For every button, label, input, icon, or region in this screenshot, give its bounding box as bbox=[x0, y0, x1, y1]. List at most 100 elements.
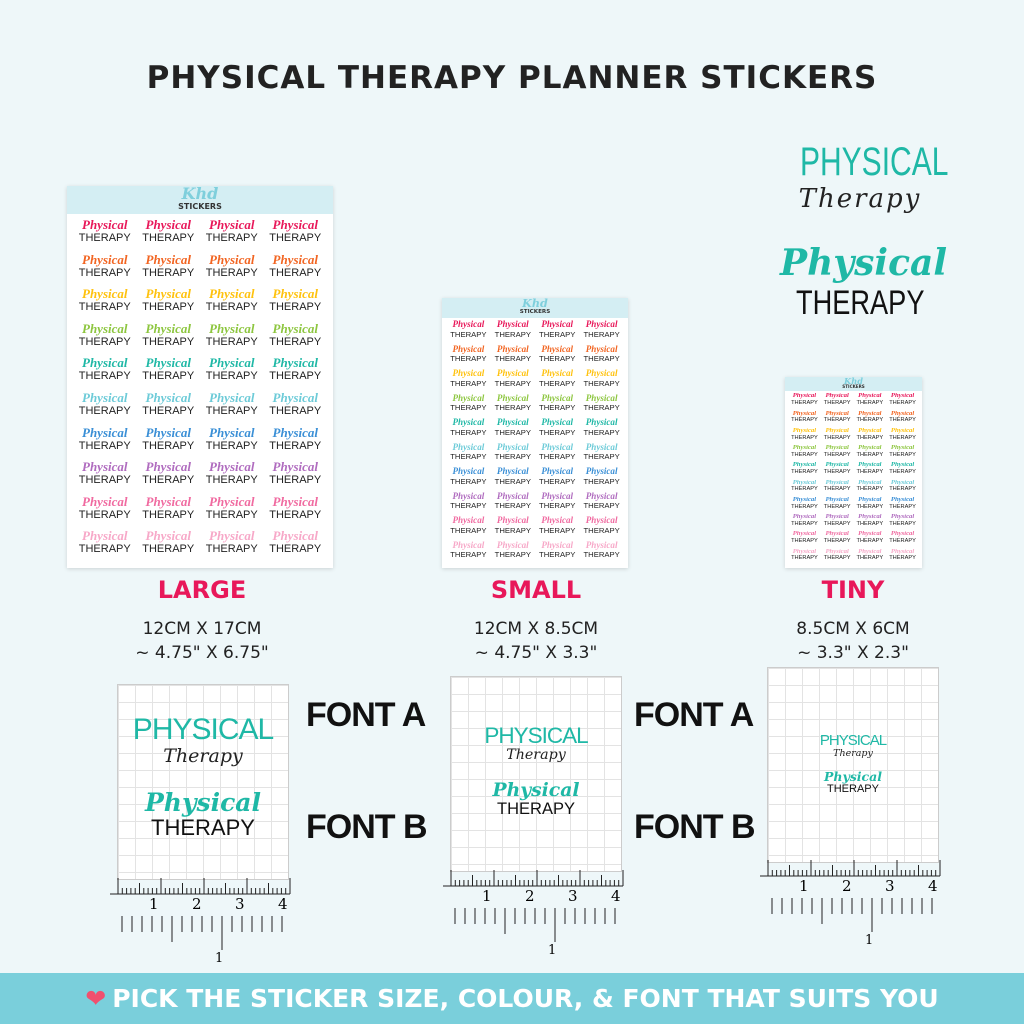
sticker-line1: Physical bbox=[825, 445, 849, 452]
sticker: Physical THERAPY bbox=[788, 462, 821, 479]
sticker: Physical THERAPY bbox=[886, 411, 919, 428]
sticker: Physical THERAPY bbox=[535, 345, 579, 369]
sticker-line1: Physical bbox=[209, 252, 255, 267]
grid-preview-small: PHYSICAL Therapy Physical THERAPY bbox=[450, 676, 622, 872]
sticker-line1: Physical bbox=[541, 516, 574, 526]
sticker-line2: THERAPY bbox=[539, 452, 576, 462]
sticker: Physical THERAPY bbox=[854, 393, 887, 410]
sticker-line1: Physical bbox=[585, 516, 618, 526]
sticker-line1: Physical bbox=[272, 252, 319, 267]
ruler-inch-label: 4 bbox=[278, 895, 288, 913]
sticker-line2: THERAPY bbox=[539, 329, 576, 339]
sticker: Physical THERAPY bbox=[491, 394, 535, 418]
sticker: Physical THERAPY bbox=[788, 497, 821, 514]
sticker: Physical THERAPY bbox=[535, 320, 579, 344]
sticker: Physical THERAPY bbox=[579, 320, 623, 344]
ruler-tiny: 1 2 3 4 1 bbox=[760, 860, 941, 948]
sticker-line2: THERAPY bbox=[791, 451, 818, 458]
sticker-line2: THERAPY bbox=[269, 508, 322, 521]
sticker-line2: THERAPY bbox=[583, 501, 620, 511]
sticker-line1: Physical bbox=[82, 494, 128, 509]
sticker-line2: THERAPY bbox=[450, 452, 487, 462]
sticker-line1: Physical bbox=[209, 460, 255, 475]
sticker-line1: Physical bbox=[452, 393, 485, 403]
sticker-line1: Physical bbox=[890, 548, 915, 555]
sticker-line2: THERAPY bbox=[539, 354, 576, 364]
sticker: Physical THERAPY bbox=[200, 356, 264, 391]
example-font-b: Physical THERAPY bbox=[780, 242, 947, 323]
ruler-large: 1 2 3 4 1 bbox=[110, 878, 291, 966]
sticker: Physical THERAPY bbox=[886, 514, 919, 531]
sticker-line2: THERAPY bbox=[78, 404, 131, 417]
sticker: Physical THERAPY bbox=[446, 467, 490, 491]
sticker-line1: Physical bbox=[452, 344, 485, 354]
sticker: Physical THERAPY bbox=[446, 516, 490, 540]
sticker-line2: THERAPY bbox=[856, 451, 884, 458]
sticker: Physical THERAPY bbox=[137, 356, 201, 391]
sticker-line2: THERAPY bbox=[791, 555, 818, 562]
sticker-line2: THERAPY bbox=[269, 404, 322, 417]
sticker-line2: THERAPY bbox=[142, 266, 195, 279]
sticker-line2: THERAPY bbox=[823, 400, 851, 407]
sticker-line1: Physical bbox=[890, 427, 915, 434]
sticker-line1: Physical bbox=[541, 491, 574, 501]
sticker-line1: Physical bbox=[890, 462, 915, 469]
sticker-grid: Physical THERAPY Physical THERAPY Physical TH… bbox=[67, 214, 333, 568]
sticker-line2: THERAPY bbox=[450, 501, 487, 511]
sticker-line2: THERAPY bbox=[205, 508, 258, 521]
sticker-line1: Physical bbox=[209, 287, 255, 302]
sticker-line2: THERAPY bbox=[856, 538, 884, 545]
sticker-line2: THERAPY bbox=[450, 378, 487, 388]
sticker-line1: Physical bbox=[858, 410, 882, 417]
ruler-inch-label: 1 bbox=[482, 887, 492, 905]
sticker-line1: Physical bbox=[452, 540, 485, 550]
sticker: Physical THERAPY bbox=[886, 462, 919, 479]
sticker-line1: Physical bbox=[452, 369, 485, 379]
sticker-line1: Physical bbox=[541, 467, 574, 477]
sticker-line1: Physical bbox=[825, 479, 849, 486]
sticker-line1: Physical bbox=[452, 516, 485, 526]
sticker: Physical THERAPY bbox=[579, 467, 623, 491]
sticker: Physical THERAPY bbox=[854, 445, 887, 462]
sticker: Physical THERAPY bbox=[535, 418, 579, 442]
sticker-line2: THERAPY bbox=[889, 538, 916, 545]
sticker-line2: THERAPY bbox=[889, 469, 916, 476]
sticker: Physical THERAPY bbox=[200, 460, 264, 495]
preview-font-a: PHYSICAL Therapy bbox=[820, 733, 887, 759]
sticker-line1: Physical bbox=[792, 514, 817, 521]
sticker-line1: Physical bbox=[452, 442, 485, 452]
sticker: Physical THERAPY bbox=[854, 514, 887, 531]
sticker-line1: Physical bbox=[496, 320, 529, 330]
sticker-line2: THERAPY bbox=[494, 427, 531, 437]
sticker-line1: Physical bbox=[272, 287, 319, 302]
sticker: Physical THERAPY bbox=[535, 492, 579, 516]
sticker-line2: THERAPY bbox=[450, 525, 487, 535]
sticker: Physical THERAPY bbox=[821, 428, 854, 445]
sticker-line1: Physical bbox=[585, 442, 618, 452]
sticker-line1: Physical bbox=[585, 467, 618, 477]
sticker: Physical THERAPY bbox=[854, 462, 887, 479]
sticker-line2: THERAPY bbox=[78, 335, 131, 348]
sticker-line2: THERAPY bbox=[856, 503, 884, 510]
preview-a-line2: Therapy bbox=[506, 747, 566, 763]
sticker-line2: THERAPY bbox=[823, 469, 851, 476]
sheet-header: Khd STICKERS bbox=[442, 298, 628, 318]
sticker-line2: THERAPY bbox=[889, 400, 916, 407]
sticker-line1: Physical bbox=[825, 531, 849, 538]
sticker-line2: THERAPY bbox=[856, 400, 884, 407]
sticker-line1: Physical bbox=[496, 418, 529, 428]
sticker-line2: THERAPY bbox=[856, 520, 884, 527]
ruler-inch-label: 3 bbox=[885, 877, 895, 895]
sticker-line2: THERAPY bbox=[142, 439, 195, 452]
sticker: Physical THERAPY bbox=[264, 529, 328, 564]
sticker-line1: Physical bbox=[890, 393, 915, 400]
sticker-line2: THERAPY bbox=[142, 508, 195, 521]
banner-text: PICK THE STICKER SIZE, COLOUR, & FONT TH… bbox=[112, 984, 939, 1013]
sticker-line2: THERAPY bbox=[205, 266, 258, 279]
ruler-inch-label: 3 bbox=[568, 887, 578, 905]
sticker-line1: Physical bbox=[145, 390, 192, 405]
sticker-line2: THERAPY bbox=[539, 378, 576, 388]
page-title: PHYSICAL THERAPY PLANNER STICKERS bbox=[146, 60, 878, 96]
sheet-header: Khd STICKERS bbox=[785, 377, 922, 392]
sticker: Physical THERAPY bbox=[446, 345, 490, 369]
